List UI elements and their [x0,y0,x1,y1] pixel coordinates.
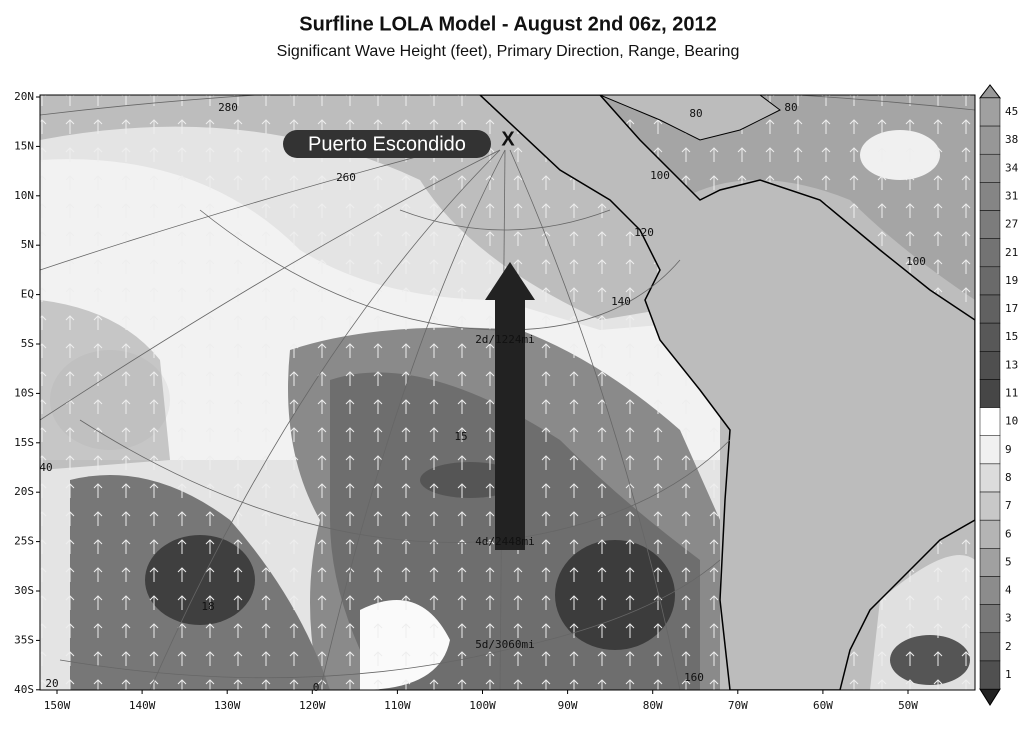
colorbar-cell [979,604,1001,634]
lat-label: 40S [14,683,34,696]
colorbar-cell [979,266,1001,296]
colorbar-cell [979,548,1001,577]
lat-label: EQ [21,288,34,301]
lat-label: 5N [21,238,34,251]
contour-label: 100 [906,255,926,268]
colorbar-cell [979,519,1001,549]
lat-label: 25S [14,535,34,548]
range-label: 4d/2448mi [475,535,535,548]
colorbar-cell [979,632,1001,662]
colorbar-cell [979,97,1001,127]
lon-label: 80W [643,699,663,712]
colorbar-cell [979,491,1001,521]
contour-label: 280 [218,101,238,114]
lat-label: 10S [14,386,34,399]
lon-label: 100W [469,699,496,712]
colorbar-label: 11 [1005,387,1018,400]
map-frame [39,94,976,691]
lon-label: 60W [813,699,833,712]
colorbar-label: 15 [1005,330,1018,343]
range-label: 2d/1224mi [475,333,535,346]
lon-label: 150W [44,699,71,712]
colorbar-cell [979,153,1001,183]
colorbar-label: 6 [1005,527,1012,540]
colorbar-cell [979,125,1001,155]
contour-label: 0 [313,681,320,694]
lat-label: 15N [14,139,34,152]
lat-label: 15S [14,436,34,449]
colorbar-label: 31 [1005,189,1018,202]
colorbar-label: 4 [1005,584,1012,597]
lon-label: 140W [129,699,156,712]
lat-label: 10N [14,189,34,202]
colorbar-cell [979,294,1001,324]
colorbar-label: 10 [1005,415,1018,428]
colorbar-cell [979,379,1001,408]
contour-label: 80 [689,107,702,120]
colorbar-label: 8 [1005,471,1012,484]
lon-label: 90W [558,699,578,712]
lat-label: 30S [14,584,34,597]
colorbar-cell [979,435,1001,465]
colorbar-label: 3 [1005,612,1012,625]
colorbar-cell [979,238,1001,268]
title: Surfline LOLA Model - August 2nd 06z, 20… [299,13,716,35]
contour-label: 18 [201,600,214,613]
lon-label: 120W [299,699,326,712]
lat-label: 20S [14,485,34,498]
lon-label: 110W [384,699,411,712]
colorbar-label: 7 [1005,499,1012,512]
colorbar-cell [979,660,1001,690]
range-label: 5d/3060mi [475,638,535,651]
colorbar-top [978,84,1002,99]
contour-label: 20 [45,677,58,690]
colorbar-label: 34 [1005,161,1019,174]
colorbar-label: 5 [1005,555,1012,568]
location-badge [283,130,491,158]
colorbar-label: 45 [1005,105,1018,118]
colorbar-cell [979,463,1001,493]
contour-label: 120 [634,226,654,239]
contour-label: 140 [611,295,631,308]
colorbar-label: 9 [1005,443,1012,456]
contour-label: 15 [454,430,467,443]
colorbar-cell [979,322,1001,352]
colorbar-label: 27 [1005,218,1018,231]
colorbar-cell [979,576,1001,605]
colorbar-label: 2 [1005,640,1012,653]
colorbar-cell [979,351,1001,380]
contour-label: 260 [336,171,356,184]
subtitle: Significant Wave Height (feet), Primary … [277,43,740,60]
colorbar-label: 1 [1005,668,1012,681]
contour-label: 40 [39,461,52,474]
colorbar-label: 19 [1005,274,1018,287]
lat-label: 20N [14,90,34,103]
contour-label: 160 [684,671,704,684]
colorbar-cell [979,210,1001,239]
lon-label: 70W [728,699,748,712]
colorbar-cell [979,182,1001,211]
location-label: Puerto Escondido [308,133,466,155]
lon-label: 130W [214,699,241,712]
colorbar-label: 17 [1005,302,1018,315]
colorbar-label: 21 [1005,246,1018,259]
location-marker: X [501,128,515,150]
colorbar-cell [979,407,1001,436]
contour-label: 100 [650,169,670,182]
lon-label: 50W [898,699,918,712]
map [40,95,975,690]
contour-label: 80 [784,101,797,114]
lat-label: 35S [14,633,34,646]
colorbar-bottom [979,688,1001,706]
colorbar-label: 38 [1005,133,1018,146]
colorbar-label: 13 [1005,358,1018,371]
lat-label: 5S [21,337,34,350]
